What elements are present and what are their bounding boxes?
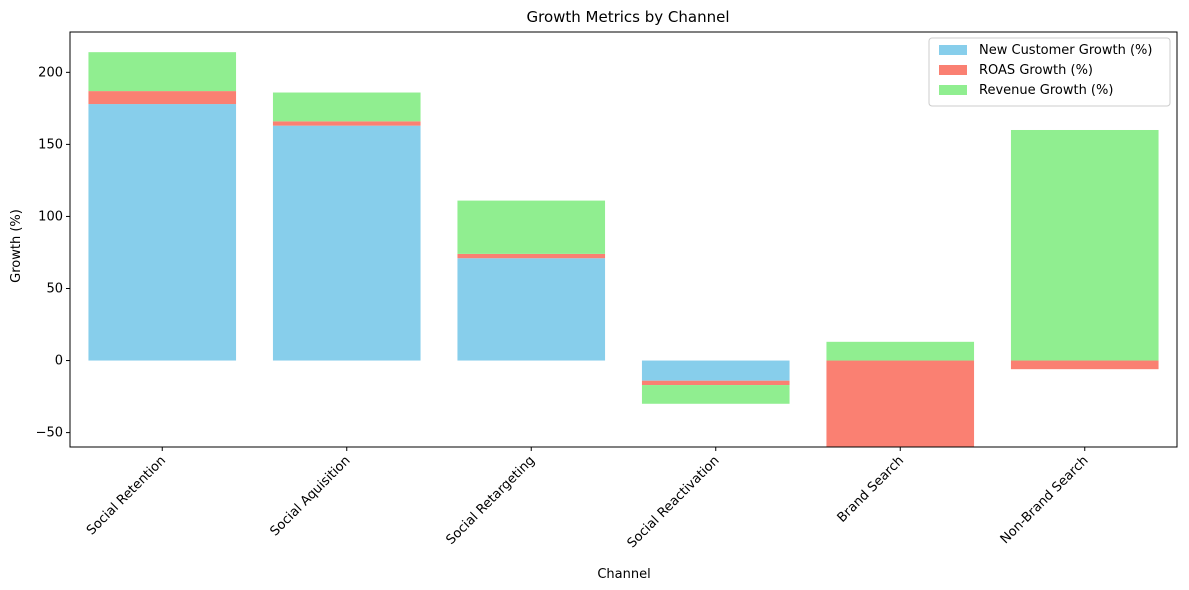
bar-1-5	[1010, 360, 1159, 370]
bar-2-0	[88, 52, 237, 92]
bar-2-5	[1010, 129, 1159, 361]
x-tick-label: Social Retargeting	[443, 453, 538, 548]
x-tick-label: Social Retention	[84, 453, 169, 538]
y-axis: −50 0 50 100 150 200	[36, 65, 70, 441]
bar-1-2	[457, 253, 606, 259]
bar-1-3	[641, 380, 790, 386]
bar-2-4	[826, 341, 975, 361]
legend-label: New Customer Growth (%)	[979, 43, 1152, 58]
x-tick-label: Social Aquisition	[267, 453, 353, 539]
x-axis: Social Retention Social Aquisition Social …	[84, 447, 1092, 551]
bar-1-4	[826, 360, 975, 447]
bar-1-1	[272, 121, 421, 126]
legend-swatch	[939, 65, 967, 75]
plot-frame	[69, 31, 1178, 448]
bar-0-0	[88, 104, 237, 361]
legend-label: ROAS Growth (%)	[979, 63, 1093, 78]
legend-swatch	[939, 45, 967, 55]
y-tick-label: 50	[46, 281, 63, 296]
y-tick-label: 200	[38, 65, 63, 80]
x-axis-title: Channel	[597, 567, 650, 582]
chart-title: Growth Metrics by Channel	[526, 8, 729, 26]
x-tick-label: Social Reactivation	[625, 453, 723, 551]
legend-label: Revenue Growth (%)	[979, 83, 1113, 98]
y-axis-title: Growth (%)	[9, 209, 24, 283]
bar-0-2	[457, 258, 606, 361]
bar-0-1	[272, 125, 421, 361]
bar-0-3	[641, 360, 790, 381]
bar-2-2	[457, 200, 606, 254]
bar-1-0	[88, 91, 237, 105]
bar-2-3	[641, 385, 790, 404]
bar-2-1	[272, 92, 421, 122]
legend-box	[928, 37, 1171, 107]
x-tick-label: Brand Search	[835, 453, 907, 525]
legend: New Customer Growth (%) ROAS Growth (%) Re…	[928, 37, 1171, 107]
x-tick-label: Non-Brand Search	[998, 453, 1092, 547]
y-tick-label: 100	[38, 209, 63, 224]
y-tick-label: 0	[55, 354, 63, 369]
y-tick-label: −50	[36, 426, 63, 441]
y-tick-label: 150	[38, 137, 63, 152]
bars-group	[88, 52, 1159, 447]
legend-swatch	[939, 85, 967, 95]
